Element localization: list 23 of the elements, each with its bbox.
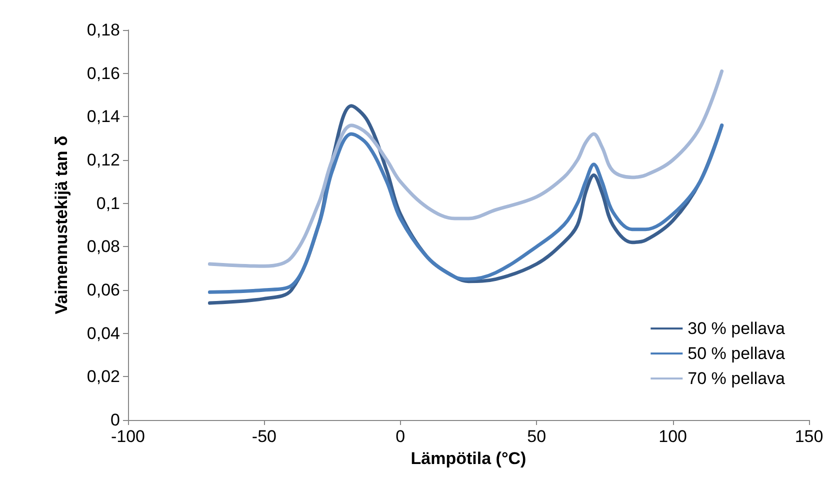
y-tick-label: 0,14	[86, 107, 120, 126]
y-tick-label: 0,06	[86, 280, 120, 300]
y-tick-label: 0,18	[86, 20, 120, 40]
x-tick-label: 150	[794, 427, 824, 446]
legend-label: 30 % pellava	[688, 319, 786, 338]
x-tick-label: 0	[396, 427, 406, 446]
x-tick-label: 50	[527, 427, 546, 446]
y-axis-title: Vaimennustekijä tan δ	[52, 136, 71, 314]
line-series	[208, 124, 724, 294]
x-tick-label: -50	[252, 427, 276, 446]
y-tick-label: 0,1	[96, 194, 120, 213]
legend-label: 50 % pellava	[688, 344, 786, 363]
y-tick-label: 0,12	[86, 150, 120, 170]
x-tick-label: -100	[110, 427, 146, 446]
y-tick-label: 0,04	[86, 324, 120, 343]
y-tick-label: 0,02	[86, 367, 120, 386]
y-tick-label: 0,08	[86, 237, 120, 256]
y-tick-label: 0	[110, 410, 120, 430]
line-series	[208, 69, 724, 268]
legend-label: 70 % pellava	[688, 369, 786, 388]
y-tick-label: 0,16	[86, 64, 120, 83]
x-tick-label: 100	[658, 427, 687, 446]
x-axis-title: Lämpötila (°C)	[410, 448, 526, 468]
